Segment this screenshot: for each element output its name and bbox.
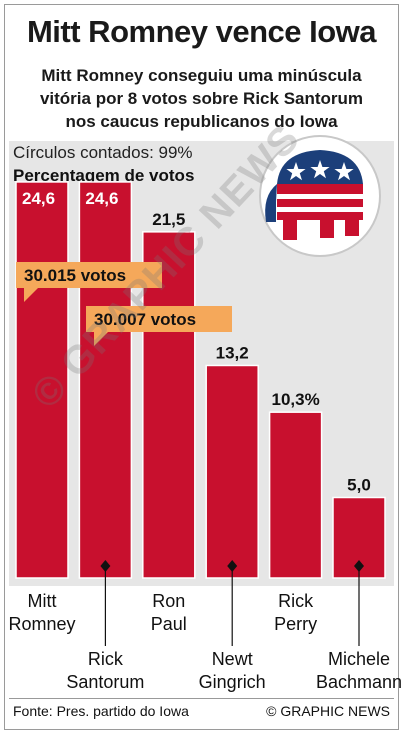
bar [15, 181, 69, 579]
bar [205, 364, 259, 579]
bar-value-label: 24,6 [22, 189, 55, 208]
callout-box [16, 262, 162, 288]
bar-value-label: 21,5 [152, 210, 185, 229]
leader-marker [354, 560, 364, 572]
subtitle-line: Mitt Romney conseguiu uma minúscula [41, 66, 362, 85]
callout-pointer [94, 332, 108, 346]
bar-value-label: 13,2 [216, 343, 249, 362]
category-label: Rick [88, 649, 124, 669]
label-area [9, 586, 394, 696]
credit-text: © GRAPHIC NEWS [266, 703, 390, 719]
category-label: Newt [212, 649, 253, 669]
category-label: Perry [274, 614, 317, 634]
bar-value-label: 10,3% [271, 390, 319, 409]
bar [78, 181, 133, 579]
y-axis-label: Percentagem de votos [13, 166, 195, 185]
callout-pointer [24, 288, 38, 302]
category-label: Santorum [66, 672, 144, 692]
category-label: Paul [151, 614, 187, 634]
leader-marker [100, 560, 111, 572]
source-text: Fonte: Pres. partido do Iowa [13, 703, 189, 719]
category-label: Michele [328, 649, 390, 669]
bar-value-label: 24,6 [85, 189, 118, 208]
callout-box [86, 306, 232, 332]
category-label: Mitt [28, 591, 57, 611]
category-label: Romney [8, 614, 75, 634]
bar [142, 231, 196, 579]
republican-elephant-logo [259, 135, 381, 257]
category-label: Rick [278, 591, 314, 611]
subtitle-line: nos caucus republicanos do Iowa [65, 112, 338, 131]
bar-value-label: 5,0 [347, 476, 371, 495]
category-label: Ron [152, 591, 185, 611]
category-label: Gingrich [199, 672, 266, 692]
category-label: Bachmann [316, 672, 402, 692]
subtitle: Mitt Romney conseguiu uma minúscula vitó… [0, 64, 403, 133]
leader-marker [227, 560, 238, 572]
page-title: Mitt Romney vence Iowa [26, 14, 377, 49]
callout-text: 30.007 votos [94, 310, 196, 329]
footer: Fonte: Pres. partido do Iowa © GRAPHIC N… [9, 698, 394, 723]
counted-note: Círculos contados: 99% [13, 143, 193, 162]
callout-text: 30.015 votos [24, 266, 126, 285]
bar [268, 411, 323, 579]
subtitle-line: vitória por 8 votos sobre Rick Santorum [39, 89, 364, 108]
